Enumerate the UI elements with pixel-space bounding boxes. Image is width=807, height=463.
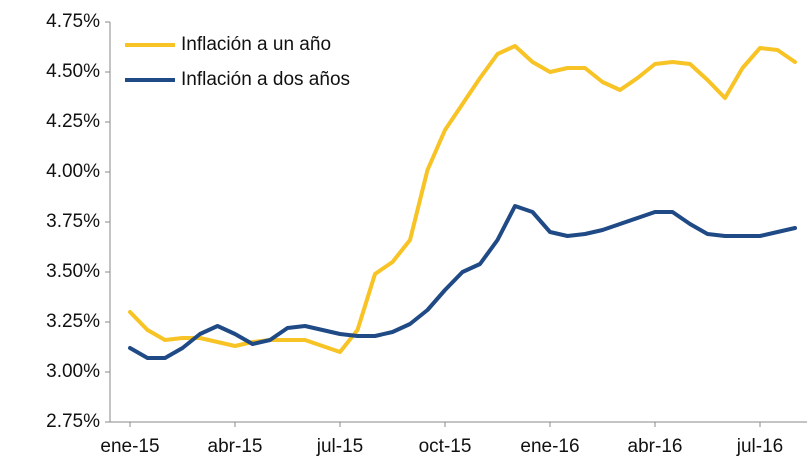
y-tick-label: 3.25% [46,311,100,332]
y-tick-label: 4.00% [46,161,100,182]
y-tick-label: 3.00% [46,361,100,382]
legend-label: Inflación a dos años [181,69,350,90]
y-tick-label: 4.50% [46,61,100,82]
x-tick-label: jul-15 [316,436,363,457]
y-tick-label: 3.75% [46,211,100,232]
y-tick-label: 3.50% [46,261,100,282]
series-line [128,44,797,354]
x-tick-label: abr-15 [208,436,263,457]
series-line [128,204,797,360]
x-tick-label: ene-15 [100,436,159,457]
legend-label: Inflación a un año [181,34,331,55]
y-tick-label: 4.25% [46,111,100,132]
y-tick-label: 4.75% [46,11,100,32]
x-tick-label: abr-16 [628,436,683,457]
x-tick-label: ene-16 [520,436,579,457]
x-tick-label: oct-15 [419,436,472,457]
x-tick-label: jul-16 [736,436,783,457]
y-tick-label: 2.75% [46,411,100,432]
